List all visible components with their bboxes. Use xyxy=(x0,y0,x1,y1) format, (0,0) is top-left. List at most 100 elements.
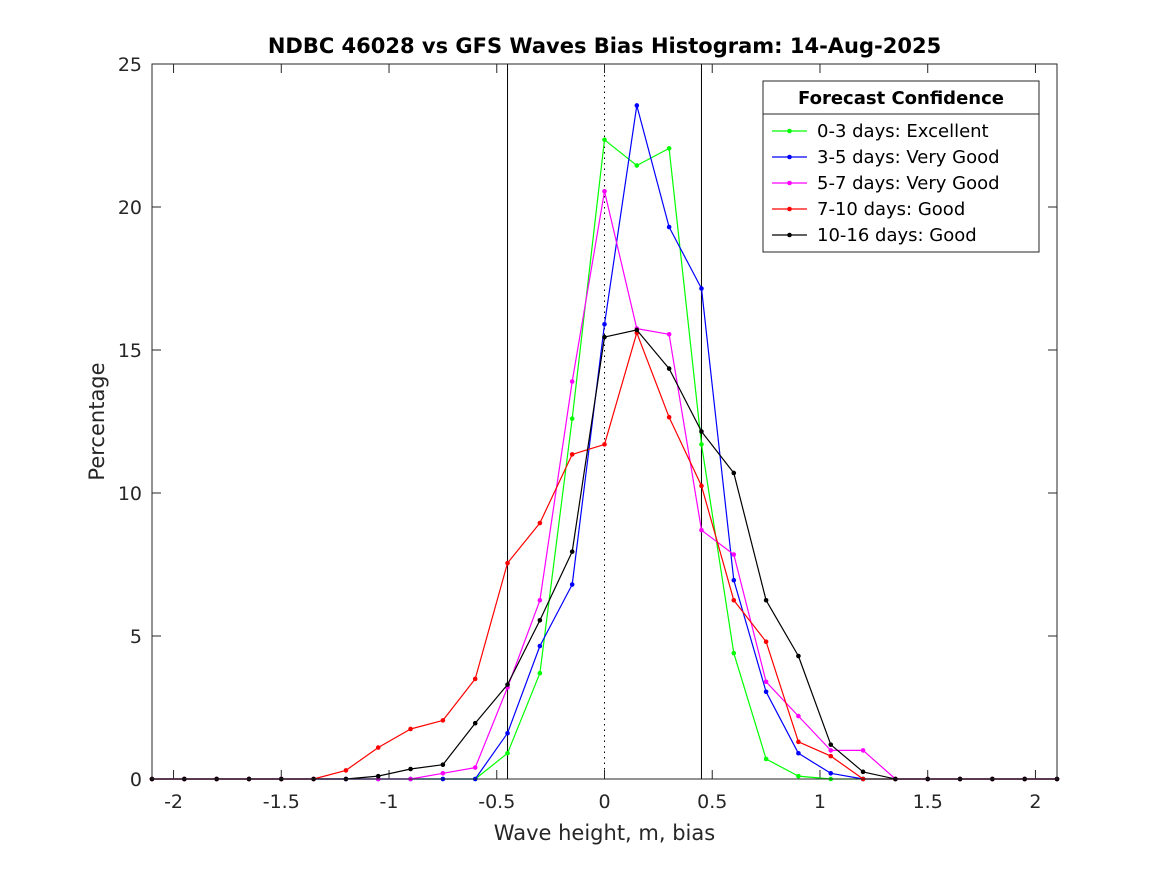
data-point xyxy=(731,650,737,656)
legend-swatch-marker xyxy=(787,206,792,212)
data-point xyxy=(505,560,510,566)
data-point xyxy=(699,527,704,533)
data-point xyxy=(796,773,801,779)
y-tick-label: 15 xyxy=(118,340,142,362)
data-point xyxy=(699,442,704,447)
data-point xyxy=(763,639,769,645)
data-point xyxy=(602,188,607,194)
data-point xyxy=(537,643,543,649)
data-point xyxy=(666,331,672,337)
x-tick-label: 0 xyxy=(598,791,610,813)
data-point xyxy=(375,773,381,779)
x-tick-label: 1.5 xyxy=(913,791,943,813)
data-point xyxy=(472,765,478,770)
data-point xyxy=(634,327,640,333)
legend-item: 3-5 days: Very Good xyxy=(772,147,1000,168)
data-point xyxy=(537,617,543,623)
data-point xyxy=(440,770,446,776)
data-point xyxy=(666,224,672,230)
data-point xyxy=(537,597,543,603)
data-point xyxy=(731,577,737,583)
data-point xyxy=(602,334,607,340)
data-point xyxy=(666,146,672,151)
data-point xyxy=(375,745,381,750)
data-point xyxy=(440,718,446,723)
legend-items: 0-3 days: Excellent 3-5 days: Very Good 5-… xyxy=(772,121,1000,246)
data-point xyxy=(796,750,801,756)
data-point xyxy=(440,762,446,767)
data-point xyxy=(763,679,769,685)
legend-label: 10-16 days: Good xyxy=(817,225,977,246)
data-point xyxy=(569,416,575,421)
data-point xyxy=(699,483,704,489)
data-point xyxy=(763,597,769,603)
y-tick-label: 0 xyxy=(130,769,142,791)
legend: Forecast Confidence 0-3 days: Excellent 3… xyxy=(762,80,1040,253)
plot-border xyxy=(151,63,1058,780)
data-point xyxy=(666,414,672,420)
data-point xyxy=(537,520,543,526)
x-tick-label: -0.5 xyxy=(478,791,515,813)
data-point xyxy=(731,470,737,476)
chart-title: NDBC 46028 vs GFS Waves Bias Histogram: … xyxy=(268,34,941,58)
data-point xyxy=(505,682,510,687)
data-point xyxy=(860,769,866,775)
legend-label: 3-5 days: Very Good xyxy=(817,147,1000,168)
data-point xyxy=(860,748,866,753)
data-point xyxy=(472,676,478,682)
legend-item: 5-7 days: Very Good xyxy=(772,173,1000,194)
data-point xyxy=(602,442,607,447)
y-tick-label: 5 xyxy=(130,626,142,648)
data-point xyxy=(828,770,834,776)
data-point xyxy=(828,742,834,747)
data-point xyxy=(731,552,737,557)
data-point xyxy=(699,286,704,291)
legend-title: Forecast Confidence xyxy=(798,88,1004,109)
x-tick-label: -1.5 xyxy=(263,791,300,813)
data-point xyxy=(666,366,672,371)
legend-item: 7-10 days: Good xyxy=(772,199,965,220)
x-tick-label: -2 xyxy=(164,791,183,813)
x-axis-label: Wave height, m, bias xyxy=(494,821,715,845)
data-point xyxy=(569,549,575,554)
legend-swatch-marker xyxy=(787,180,792,186)
data-point xyxy=(634,163,640,168)
legend-swatch-marker xyxy=(787,232,792,238)
legend-item: 0-3 days: Excellent xyxy=(772,121,989,142)
data-point xyxy=(828,753,834,759)
legend-label: 0-3 days: Excellent xyxy=(817,121,989,142)
data-point xyxy=(731,597,737,603)
data-point xyxy=(472,720,478,726)
data-point xyxy=(699,429,704,434)
data-point xyxy=(408,766,413,772)
legend-swatch-marker xyxy=(787,154,792,160)
data-point xyxy=(602,137,607,143)
data-point xyxy=(602,321,607,327)
data-point xyxy=(796,653,801,659)
data-point xyxy=(569,379,575,384)
x-tick-label: 1 xyxy=(814,791,826,813)
y-axis-label: Percentage xyxy=(85,362,109,480)
x-tick-label: 0.5 xyxy=(697,791,727,813)
data-point xyxy=(505,730,510,736)
data-point xyxy=(828,748,834,753)
legend-label: 7-10 days: Good xyxy=(817,199,965,220)
x-tick-label: -1 xyxy=(380,791,399,813)
legend-swatch-marker xyxy=(787,128,792,134)
data-point xyxy=(505,750,510,756)
legend-label: 5-7 days: Very Good xyxy=(817,173,1000,194)
data-point xyxy=(343,768,349,773)
data-point xyxy=(796,713,801,719)
y-tick-label: 20 xyxy=(118,197,142,219)
legend-box xyxy=(762,80,1040,253)
data-point xyxy=(408,726,413,732)
data-point xyxy=(569,582,575,587)
y-tick-label: 10 xyxy=(118,483,142,505)
data-point xyxy=(763,756,769,762)
reference-lines xyxy=(507,64,702,779)
data-point xyxy=(763,689,769,695)
legend-item: 10-16 days: Good xyxy=(772,225,977,246)
